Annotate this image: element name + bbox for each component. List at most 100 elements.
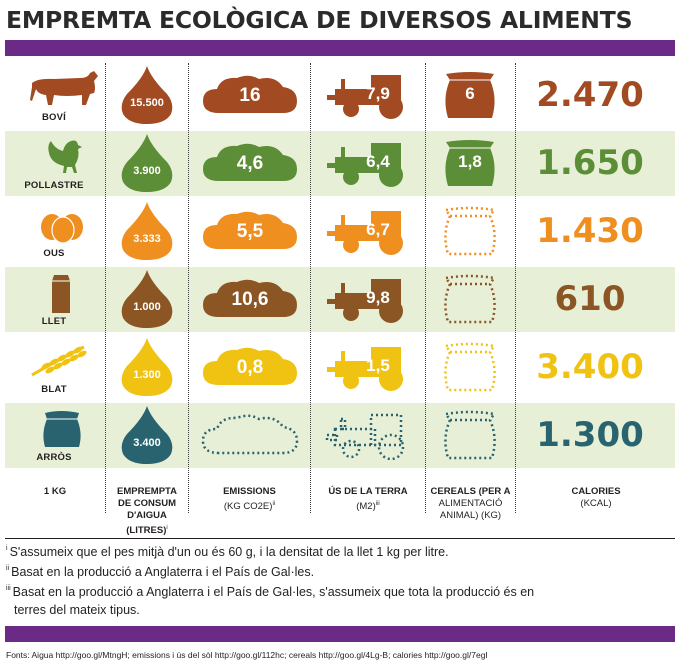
food-cell: ARRÒS xyxy=(0,403,105,468)
grain-sack-icon xyxy=(445,72,495,118)
column-divider xyxy=(105,63,106,513)
land-value: 1,5 xyxy=(366,356,390,375)
emissions-cell xyxy=(189,403,310,468)
food-name: LLET xyxy=(41,316,67,327)
water-cell: 3.900 xyxy=(106,131,188,196)
tractor-icon xyxy=(327,347,403,391)
food-cell: POLLASTRE xyxy=(0,131,105,196)
calories-value: 2.470 xyxy=(536,75,644,115)
page-title: EMPREMTA ECOLÒGICA DE DIVERSOS ALIMENTS xyxy=(6,6,633,34)
col-label-water: EMPREMPTA DE CONSUM D'AIGUA (LITRES)i xyxy=(117,486,177,537)
col-label-calories: CALORIES (KCAL) xyxy=(571,486,621,509)
cereals-cell xyxy=(426,267,515,332)
top-banner xyxy=(5,40,675,56)
land-cell: 6,7 xyxy=(311,199,425,264)
water-value: 1.000 xyxy=(133,301,161,313)
calories-value: 610 xyxy=(554,279,626,319)
emissions-value: 0,8 xyxy=(236,357,264,378)
eggs-icon xyxy=(41,214,83,244)
emission-cloud-icon xyxy=(203,347,297,385)
emissions-cell: 16 xyxy=(189,63,310,128)
grain-sack-icon xyxy=(443,274,497,324)
water-cell: 3.400 xyxy=(106,403,188,468)
table-row xyxy=(5,403,675,468)
calories-value: 1.650 xyxy=(536,143,644,183)
water-drop-icon xyxy=(121,270,173,328)
calories-value: 3.400 xyxy=(536,347,644,387)
food-name: BLAT xyxy=(41,384,67,395)
grain-sack-icon xyxy=(443,410,497,460)
calories-value: 1.300 xyxy=(536,415,644,455)
notes-separator xyxy=(5,538,675,539)
col-label-cereals: CEREALS (PER A ALIMENTACIÓ ANIMAL) (KG) xyxy=(430,486,511,521)
calories-value: 1.430 xyxy=(536,211,644,251)
food-name: ARRÒS xyxy=(36,452,72,463)
tractor-icon xyxy=(327,143,403,187)
footnote-iii: iii Basat en la producció a Anglaterra i … xyxy=(6,585,535,599)
land-cell: 1,5 xyxy=(311,335,425,400)
cereals-cell xyxy=(426,403,515,468)
column-divider xyxy=(515,63,516,513)
water-drop-icon xyxy=(121,66,173,124)
food-name: OUS xyxy=(43,248,65,259)
emissions-value: 10,6 xyxy=(231,289,269,310)
cereals-value: 6 xyxy=(465,84,475,103)
cow-icon xyxy=(30,71,98,105)
milk-carton-icon xyxy=(52,275,70,313)
land-value: 6,4 xyxy=(366,152,390,171)
footnote-iii-continued: terres del mateix tipus. xyxy=(14,603,140,617)
tractor-icon xyxy=(327,75,403,119)
land-value: 6,7 xyxy=(366,220,390,239)
cereals-value: 1,8 xyxy=(458,152,482,171)
tractor-icon xyxy=(325,413,405,461)
water-value: 3.400 xyxy=(133,437,161,449)
water-drop-icon xyxy=(121,406,173,464)
emission-cloud-icon xyxy=(203,211,297,249)
cereals-cell xyxy=(426,335,515,400)
cereals-cell: 1,8 xyxy=(426,131,515,196)
rice-bag-icon xyxy=(43,411,81,447)
grain-sack-icon xyxy=(443,342,497,392)
emissions-value: 5,5 xyxy=(236,221,264,242)
land-value: 9,8 xyxy=(366,288,390,307)
cereals-cell xyxy=(426,199,515,264)
emissions-value: 16 xyxy=(239,85,261,106)
water-drop-icon xyxy=(121,202,173,260)
emissions-value: 4,6 xyxy=(236,153,264,174)
water-value: 3.333 xyxy=(133,233,161,245)
emission-cloud-icon xyxy=(203,279,297,317)
emission-cloud-icon xyxy=(203,143,297,181)
water-cell: 15.500 xyxy=(106,63,188,128)
water-cell: 1.300 xyxy=(106,335,188,400)
food-cell: BOVÍ xyxy=(0,63,105,128)
water-cell: 1.000 xyxy=(106,267,188,332)
emissions-cell: 10,6 xyxy=(189,267,310,332)
emission-cloud-icon xyxy=(203,75,297,113)
emissions-cell: 5,5 xyxy=(189,199,310,264)
grain-sack-icon xyxy=(443,206,497,256)
emissions-cell: 4,6 xyxy=(189,131,310,196)
land-cell xyxy=(311,403,425,468)
wheat-icon xyxy=(31,345,87,377)
column-divider xyxy=(188,63,189,513)
column-divider xyxy=(425,63,426,513)
land-cell: 7,9 xyxy=(311,63,425,128)
chicken-icon xyxy=(48,140,82,173)
col-label-land: ÚS DE LA TERRA (M2)iii xyxy=(328,486,408,513)
food-cell: LLET xyxy=(0,267,105,332)
bottom-banner xyxy=(5,626,675,642)
tractor-icon xyxy=(327,211,403,255)
land-value: 7,9 xyxy=(366,84,390,103)
footnote-ii: ii Basat en la producció a Anglaterra i e… xyxy=(6,565,315,579)
emission-cloud-icon xyxy=(201,414,299,455)
sources-line: Fonts: Aigua http://goo.gl/MtngH; emissi… xyxy=(6,650,488,660)
food-name: POLLASTRE xyxy=(24,180,84,191)
col-label-emissions: EMISSIONS (KG CO2E)ii xyxy=(223,486,276,513)
food-name: BOVÍ xyxy=(41,112,67,123)
land-cell: 9,8 xyxy=(311,267,425,332)
column-divider xyxy=(310,63,311,513)
cereals-cell: 6 xyxy=(426,63,515,128)
col-label-food: 1 KG xyxy=(43,486,67,497)
water-drop-icon xyxy=(121,134,173,192)
land-cell: 6,4 xyxy=(311,131,425,196)
